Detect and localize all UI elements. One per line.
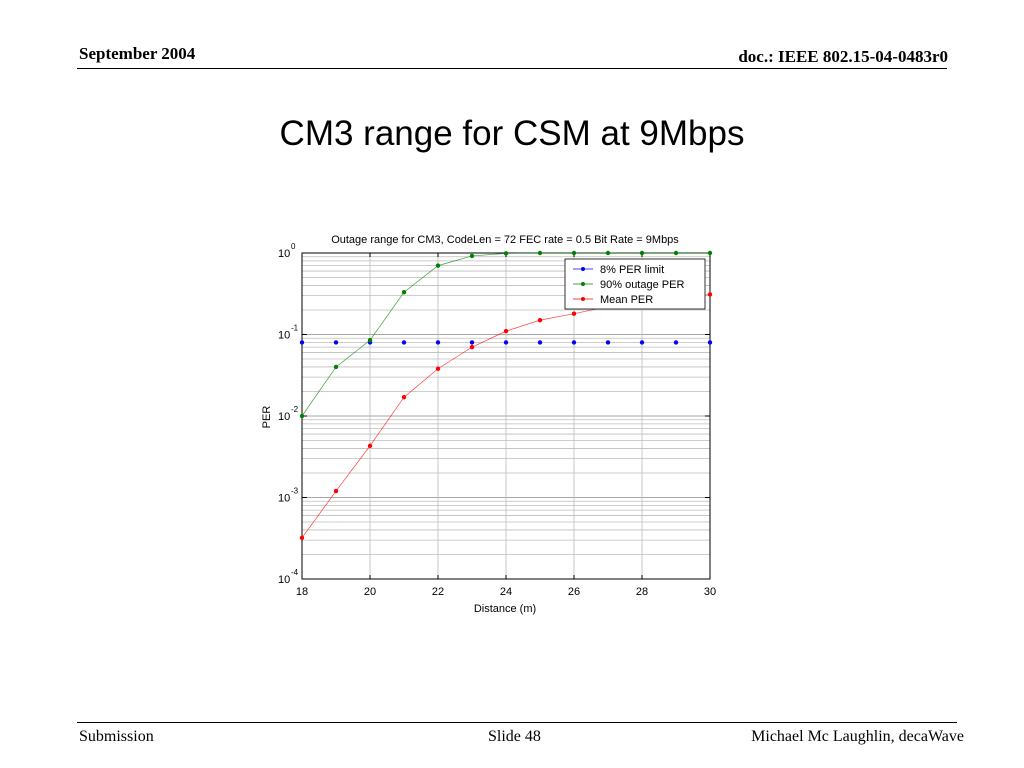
footer-slide-number: Slide 48 [488, 728, 541, 745]
data-point [673, 340, 679, 345]
chart-title: Outage range for CM3, CodeLen = 72 FEC r… [331, 234, 679, 246]
data-point [571, 311, 577, 316]
data-point [707, 292, 713, 297]
data-point [333, 364, 339, 370]
header-rule [77, 68, 947, 69]
y-axis-label: PER [261, 406, 273, 429]
x-tick-label: 24 [500, 586, 512, 598]
footer-submission: Submission [79, 728, 154, 745]
data-point [401, 290, 407, 295]
data-point [503, 340, 509, 345]
y-tick-exponent: 0 [291, 242, 296, 251]
x-tick-label: 22 [432, 586, 444, 598]
data-point [435, 263, 441, 268]
data-point [469, 344, 475, 350]
data-point [605, 340, 611, 345]
x-axis-label: Distance (m) [474, 603, 536, 615]
header-doc-id: doc.: IEEE 802.15-04-0483r0 [738, 47, 948, 66]
data-point [571, 340, 577, 345]
y-tick-exponent: -4 [291, 568, 299, 577]
data-point [299, 413, 305, 419]
data-point [537, 340, 543, 345]
data-point [435, 366, 441, 371]
data-point [673, 250, 679, 256]
y-tick-exponent: -2 [291, 405, 299, 414]
data-point [537, 317, 543, 323]
x-tick-label: 30 [704, 586, 716, 598]
data-point [299, 340, 305, 345]
y-tick-label: 10 [278, 330, 290, 342]
y-tick-label: 10 [278, 574, 290, 586]
data-point [333, 488, 339, 494]
data-point [401, 340, 407, 345]
data-point [503, 251, 509, 256]
x-tick-label: 28 [636, 586, 648, 598]
data-point [537, 250, 543, 256]
legend-marker [581, 297, 585, 301]
legend-label: Mean PER [600, 294, 653, 306]
legend-label: 8% PER limit [600, 264, 664, 276]
data-point [639, 250, 645, 256]
x-tick-label: 20 [364, 586, 376, 598]
data-point [503, 328, 509, 334]
data-point [571, 250, 577, 256]
legend-label: 90% outage PER [600, 279, 684, 291]
y-tick-exponent: -3 [291, 487, 299, 496]
data-point [469, 340, 475, 345]
data-point [367, 443, 373, 449]
y-tick-exponent: -1 [291, 324, 299, 333]
y-tick-label: 10 [278, 411, 290, 423]
data-point [333, 340, 339, 345]
x-tick-label: 26 [568, 586, 580, 598]
data-point [469, 253, 475, 259]
data-point [299, 535, 305, 541]
data-point [435, 340, 441, 345]
data-point [707, 250, 713, 256]
slide-title: CM3 range for CSM at 9Mbps [279, 114, 745, 153]
y-tick-label: 10 [278, 248, 290, 260]
y-tick-label: 10 [278, 493, 290, 505]
footer-author: Michael Mc Laughlin, decaWave [751, 728, 964, 745]
legend-marker [581, 282, 585, 286]
legend-marker [581, 267, 585, 271]
data-point [401, 395, 407, 400]
data-point [367, 338, 373, 343]
data-point [707, 340, 713, 345]
data-point [605, 250, 611, 256]
data-point [639, 340, 645, 345]
x-tick-label: 18 [296, 586, 308, 598]
header-date: September 2004 [79, 44, 196, 63]
footer-rule [77, 722, 957, 723]
